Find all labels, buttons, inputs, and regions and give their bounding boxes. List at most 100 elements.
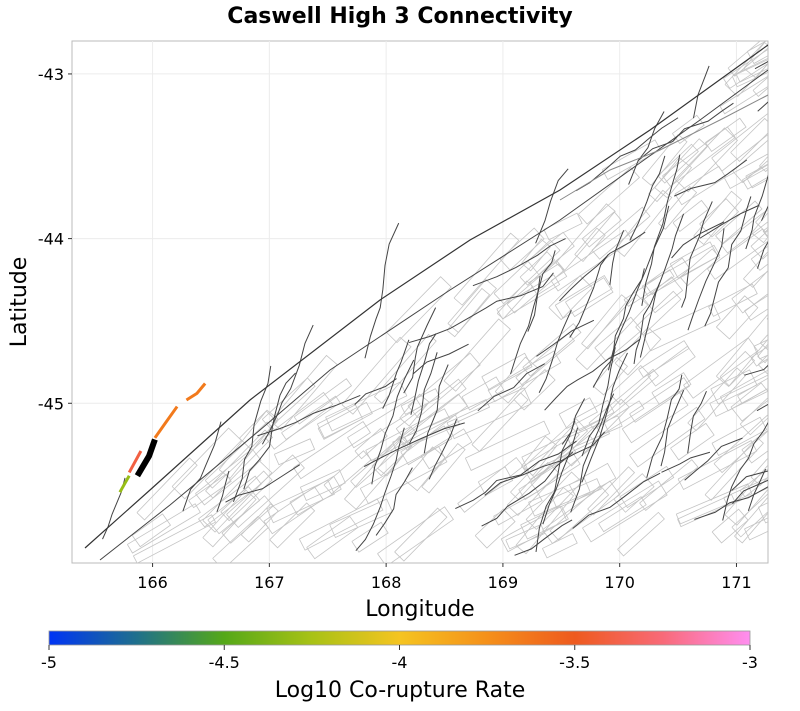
fault-trace <box>410 333 437 415</box>
fault-trace <box>535 168 569 244</box>
rupture-patch <box>699 198 740 238</box>
rupture-patch <box>744 294 768 321</box>
rupture-patch <box>521 417 611 473</box>
co-rupture-section <box>153 405 179 439</box>
colorbar-label: Log10 Co-rupture Rate <box>275 678 526 703</box>
fault-trace <box>581 347 616 457</box>
rupture-patch <box>775 531 800 560</box>
rupture-patch <box>731 270 768 314</box>
rupture-patch <box>677 493 736 528</box>
rupture-patch <box>316 404 364 439</box>
rupture-patch <box>776 265 800 333</box>
rupture-patch <box>704 437 764 501</box>
rupture-patch <box>629 377 691 423</box>
rupture-patch <box>591 206 651 260</box>
rupture-patch <box>724 464 768 526</box>
rupture-patch <box>443 318 511 392</box>
rupture-patch <box>644 257 691 296</box>
fault-trace <box>661 451 711 473</box>
rupture-patch <box>719 350 756 387</box>
fault-trace <box>692 65 710 119</box>
plot-area <box>71 40 769 564</box>
x-tick-label: 167 <box>254 573 285 592</box>
fault-trace <box>382 339 410 409</box>
rupture-patch <box>757 354 768 375</box>
rupture-patch <box>515 486 575 555</box>
rupture-patch <box>558 397 598 430</box>
rupture-patch <box>751 211 768 244</box>
rupture-patch <box>772 465 800 500</box>
fault-trace <box>687 390 707 454</box>
rupture-patch <box>617 511 665 557</box>
rupture-patch <box>721 208 768 254</box>
rupture-patch <box>221 495 274 544</box>
rupture-patch <box>731 59 768 88</box>
fault-network <box>84 41 800 563</box>
rupture-patch <box>614 326 662 376</box>
colorbar-tick-label: -4.5 <box>209 653 240 672</box>
rupture-patch <box>293 421 371 480</box>
colorbar <box>48 630 751 646</box>
fault-trace <box>225 464 301 503</box>
fault-trace <box>731 470 768 491</box>
highlighted-sections <box>118 382 207 493</box>
fault-trace <box>628 111 665 185</box>
rupture-patch <box>727 41 768 77</box>
fault-trace <box>408 272 554 344</box>
rupture-patch <box>654 157 693 199</box>
rupture-patch <box>610 364 652 406</box>
rupture-patch <box>582 480 668 543</box>
fault-trace <box>747 468 767 511</box>
rupture-patch <box>755 208 768 233</box>
fault-trace <box>481 451 574 527</box>
rupture-patch <box>677 440 758 491</box>
rupture-patch <box>735 57 768 83</box>
rupture-patch <box>672 114 705 144</box>
rupture-patch <box>757 502 768 524</box>
rupture-patch <box>500 505 569 553</box>
rupture-patch <box>708 283 758 317</box>
fault-trace <box>423 364 449 454</box>
rupture-patch <box>724 153 768 189</box>
chart-title: Caswell High 3 Connectivity <box>227 4 572 29</box>
major-fault <box>99 69 768 561</box>
fault-trace <box>409 352 438 444</box>
x-axis-ticks: 166 167 168 169 170 171 <box>137 563 752 592</box>
rupture-patch <box>542 533 578 559</box>
rupture-patch <box>220 470 273 522</box>
rupture-patch <box>386 276 452 344</box>
fault-trace <box>592 268 645 388</box>
rupture-patch <box>670 422 715 461</box>
y-tick-label: -45 <box>38 394 64 413</box>
rupture-patch <box>471 392 529 453</box>
x-tick-label: 166 <box>137 573 168 592</box>
rupture-patch <box>261 377 316 429</box>
fault-trace <box>527 275 541 332</box>
rupture-patch <box>598 496 647 533</box>
major-fault <box>84 44 768 549</box>
fault-trace <box>412 343 469 375</box>
rupture-patch <box>198 475 262 528</box>
rupture-patch <box>299 469 346 501</box>
fault-trace <box>544 338 641 411</box>
rupture-patch <box>188 473 232 509</box>
colorbar-tick-label: -3 <box>742 653 758 672</box>
rupture-patch <box>453 232 520 306</box>
rupture-patch <box>723 48 768 89</box>
fault-trace <box>687 228 725 331</box>
rupture-patch <box>647 345 696 387</box>
x-axis-label: Longitude <box>365 597 474 622</box>
rupture-patch <box>527 231 575 276</box>
fault-trace <box>772 432 800 487</box>
rupture-patch <box>394 507 448 562</box>
rupture-patch <box>672 199 709 233</box>
rupture-patch <box>136 457 198 521</box>
y-axis-label: Latitude <box>7 257 32 348</box>
rupture-patch <box>713 414 768 474</box>
fault-trace <box>761 205 768 221</box>
fault-trace <box>572 472 661 529</box>
rupture-patch <box>407 352 481 419</box>
rupture-patch <box>629 406 706 468</box>
fault-trace <box>403 307 437 394</box>
rupture-patch <box>565 277 614 318</box>
